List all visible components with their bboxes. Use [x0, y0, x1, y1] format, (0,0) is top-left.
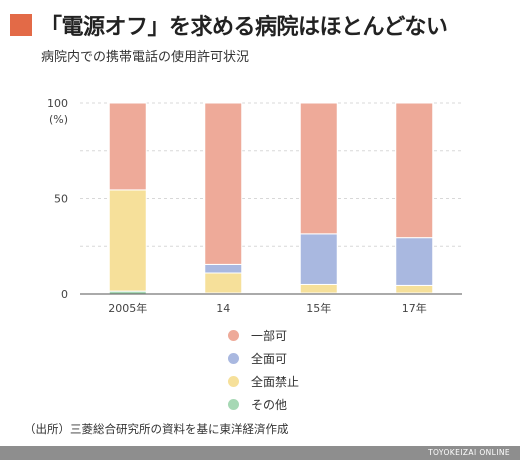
footer-bar: TOYOKEIZAI ONLINE: [0, 446, 520, 460]
bar-segment: [395, 237, 434, 286]
bar-segment: [204, 272, 243, 294]
y-tick-label: 50: [54, 193, 68, 206]
x-tick-label: 2005年: [108, 301, 147, 315]
bar-segment: [299, 283, 338, 294]
bar-series: [108, 102, 434, 295]
x-tick-label: 17年: [402, 301, 427, 315]
stacked-bar-chart: 0 50 100 (%) 2005年 14 15年 17年: [47, 97, 462, 315]
chart-title: 「電源オフ」を求める病院はほとんどない: [40, 15, 448, 40]
legend-label: 全面可: [251, 352, 288, 366]
legend-item: 一部可: [228, 324, 299, 347]
x-tick-label: 14: [216, 302, 230, 315]
bar-segment: [395, 284, 434, 294]
title-row: 「電源オフ」を求める病院はほとんどない: [10, 10, 448, 40]
legend-item: 全面禁止: [228, 370, 299, 393]
legend-label: その他: [251, 398, 288, 412]
bar-segment: [204, 263, 243, 274]
legend-swatch: [228, 399, 239, 410]
legend-swatch: [228, 330, 239, 341]
legend-item: 全面可: [228, 347, 299, 370]
legend-label: 全面禁止: [251, 375, 300, 389]
bar-segment: [108, 102, 147, 191]
bar-segment: [395, 102, 434, 239]
legend-swatch: [228, 353, 239, 364]
bar-segment: [108, 189, 147, 292]
source-note: （出所）三菱総合研究所の資料を基に東洋経済作成: [24, 422, 289, 436]
y-tick-label: 0: [61, 288, 68, 301]
y-unit-label: (%): [49, 113, 68, 126]
legend-swatch: [228, 376, 239, 387]
legend-label: 一部可: [251, 329, 288, 343]
bar-segment: [299, 102, 338, 235]
x-tick-label: 15年: [306, 301, 331, 315]
legend-item: その他: [228, 393, 299, 416]
title-accent-square: [10, 14, 32, 36]
bar-segment: [204, 102, 243, 265]
bar-segment: [299, 233, 338, 285]
brand-logo-text: TOYOKEIZAI ONLINE: [428, 448, 510, 457]
chart-legend: 一部可 全面可 全面禁止 その他: [228, 324, 299, 416]
chart-subtitle: 病院内での携帯電話の使用許可状況: [41, 50, 250, 65]
y-tick-label: 100: [47, 97, 68, 110]
axes: 0 50 100 (%) 2005年 14 15年 17年: [47, 97, 462, 315]
